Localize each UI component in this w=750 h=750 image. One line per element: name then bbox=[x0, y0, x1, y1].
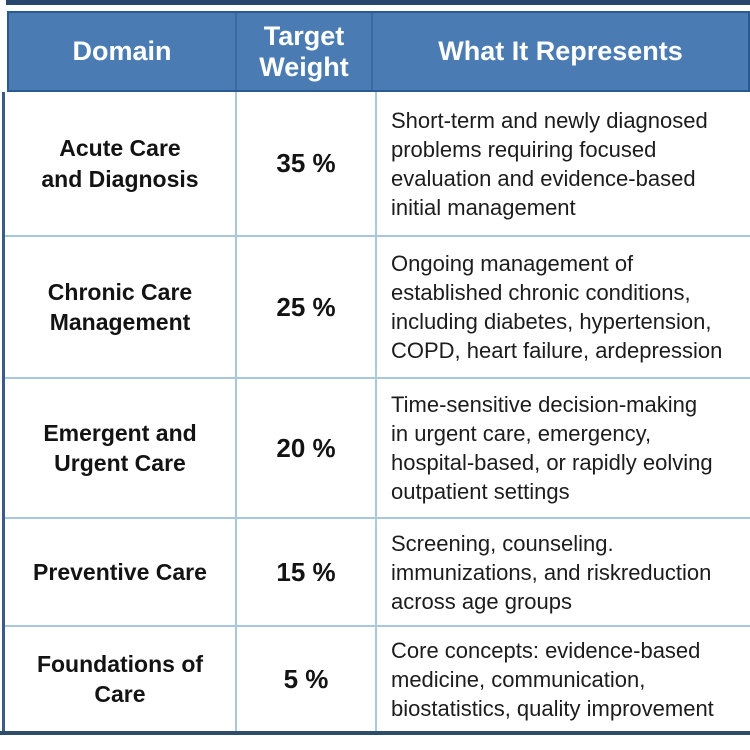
weight-cell: 25 % bbox=[235, 237, 375, 377]
table-header: Domain Target Weight What It Represents bbox=[7, 11, 750, 92]
table-row-emergent-urgent-care: Emergent and Urgent Care 20 % Time-sensi… bbox=[5, 377, 750, 517]
domain-cell: Foundations of Care bbox=[36, 650, 204, 707]
weight-cell: 5 % bbox=[235, 627, 375, 731]
domain-cell: Emergent and Urgent Care bbox=[43, 419, 197, 476]
domain-cell: Acute Care and Diagnosis bbox=[41, 135, 199, 192]
table-row-acute-care: Acute Care and Diagnosis 35 % Short-term… bbox=[5, 92, 750, 235]
description-cell: Screening, counseling. immunizations, an… bbox=[375, 519, 750, 625]
domain-cell: Preventive Care bbox=[33, 558, 207, 585]
weight-cell: 35 % bbox=[235, 92, 375, 235]
description-cell: Time-sensitive decision-making in urgent… bbox=[375, 379, 750, 517]
table-row-chronic-care: Chronic Care Management 25 % Ongoing man… bbox=[5, 235, 750, 377]
description-cell: Ongoing management of established chroni… bbox=[375, 237, 750, 377]
description-cell: Core concepts: evidence-based medicine, … bbox=[375, 627, 750, 731]
weight-cell: 20 % bbox=[235, 379, 375, 517]
domain-cell: Chronic Care Management bbox=[47, 278, 193, 335]
header-what-it-represents: What It Represents bbox=[438, 36, 683, 67]
table-row-preventive-care: Preventive Care 15 % Screening, counseli… bbox=[5, 517, 750, 625]
header-domain: Domain bbox=[72, 36, 172, 67]
table-row-foundations-of-care: Foundations of Care 5 % Core concepts: e… bbox=[5, 625, 750, 731]
header-target-weight: Target Weight bbox=[235, 13, 373, 90]
table-body: Acute Care and Diagnosis 35 % Short-term… bbox=[2, 92, 750, 731]
top-divider bbox=[6, 0, 750, 5]
description-cell: Short-term and newly diagnosed problems … bbox=[375, 92, 750, 235]
weight-cell: 15 % bbox=[235, 519, 375, 625]
bottom-divider bbox=[0, 731, 750, 735]
